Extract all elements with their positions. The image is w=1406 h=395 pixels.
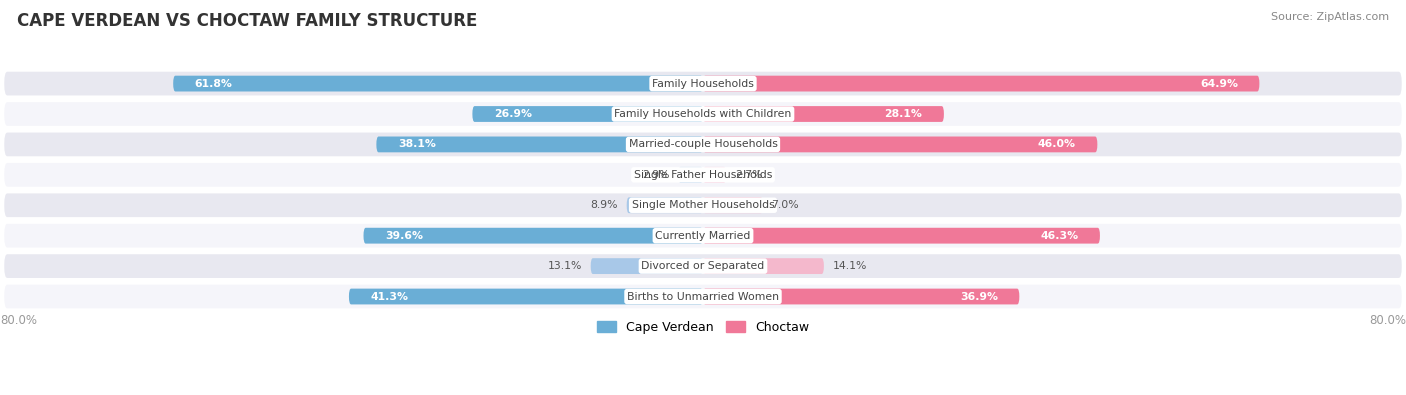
Text: 80.0%: 80.0% <box>0 314 37 327</box>
FancyBboxPatch shape <box>4 285 1402 308</box>
Text: 7.0%: 7.0% <box>772 200 799 210</box>
Text: 28.1%: 28.1% <box>884 109 922 119</box>
FancyBboxPatch shape <box>703 137 1097 152</box>
FancyBboxPatch shape <box>472 106 703 122</box>
Text: Divorced or Separated: Divorced or Separated <box>641 261 765 271</box>
Text: 8.9%: 8.9% <box>591 200 619 210</box>
Text: 38.1%: 38.1% <box>398 139 436 149</box>
Text: Single Father Households: Single Father Households <box>634 170 772 180</box>
FancyBboxPatch shape <box>349 289 703 305</box>
FancyBboxPatch shape <box>703 167 725 183</box>
Text: Single Mother Households: Single Mother Households <box>631 200 775 210</box>
FancyBboxPatch shape <box>4 254 1402 278</box>
Text: 61.8%: 61.8% <box>194 79 232 88</box>
FancyBboxPatch shape <box>4 72 1402 96</box>
FancyBboxPatch shape <box>703 76 1260 92</box>
Text: 64.9%: 64.9% <box>1199 79 1237 88</box>
FancyBboxPatch shape <box>4 194 1402 217</box>
FancyBboxPatch shape <box>703 106 943 122</box>
Text: 2.9%: 2.9% <box>643 170 669 180</box>
Text: 41.3%: 41.3% <box>370 292 408 301</box>
FancyBboxPatch shape <box>703 228 1099 244</box>
FancyBboxPatch shape <box>703 258 824 274</box>
FancyBboxPatch shape <box>4 163 1402 187</box>
Text: 14.1%: 14.1% <box>832 261 868 271</box>
FancyBboxPatch shape <box>4 133 1402 156</box>
Text: Family Households with Children: Family Households with Children <box>614 109 792 119</box>
Text: Births to Unmarried Women: Births to Unmarried Women <box>627 292 779 301</box>
FancyBboxPatch shape <box>591 258 703 274</box>
Text: Family Households: Family Households <box>652 79 754 88</box>
Text: 46.0%: 46.0% <box>1038 139 1076 149</box>
Text: 13.1%: 13.1% <box>548 261 582 271</box>
Legend: Cape Verdean, Choctaw: Cape Verdean, Choctaw <box>592 316 814 339</box>
Text: 26.9%: 26.9% <box>494 109 531 119</box>
Text: 36.9%: 36.9% <box>960 292 998 301</box>
FancyBboxPatch shape <box>678 167 703 183</box>
Text: 39.6%: 39.6% <box>385 231 423 241</box>
Text: 2.7%: 2.7% <box>735 170 762 180</box>
FancyBboxPatch shape <box>364 228 703 244</box>
Text: CAPE VERDEAN VS CHOCTAW FAMILY STRUCTURE: CAPE VERDEAN VS CHOCTAW FAMILY STRUCTURE <box>17 12 477 30</box>
FancyBboxPatch shape <box>627 198 703 213</box>
Text: 46.3%: 46.3% <box>1040 231 1078 241</box>
FancyBboxPatch shape <box>173 76 703 92</box>
FancyBboxPatch shape <box>4 102 1402 126</box>
FancyBboxPatch shape <box>377 137 703 152</box>
FancyBboxPatch shape <box>4 224 1402 248</box>
Text: Source: ZipAtlas.com: Source: ZipAtlas.com <box>1271 12 1389 22</box>
FancyBboxPatch shape <box>703 198 763 213</box>
FancyBboxPatch shape <box>703 289 1019 305</box>
Text: 80.0%: 80.0% <box>1369 314 1406 327</box>
Text: Currently Married: Currently Married <box>655 231 751 241</box>
Text: Married-couple Households: Married-couple Households <box>628 139 778 149</box>
